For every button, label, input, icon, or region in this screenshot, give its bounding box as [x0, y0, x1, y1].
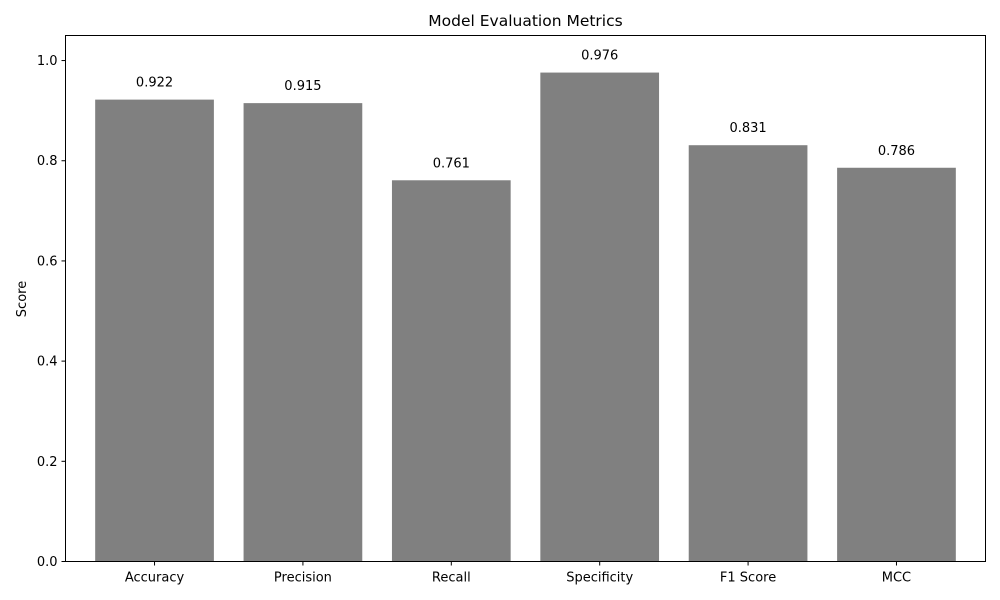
y-tick-label: 1.0: [37, 54, 58, 69]
data-label-recall: 0.761: [433, 156, 470, 171]
bar-precision: [243, 103, 363, 562]
y-tick-label: 0.0: [37, 555, 58, 570]
bar-mcc: [837, 167, 956, 562]
data-label-accuracy: 0.922: [136, 76, 173, 91]
chart-title: Model Evaluation Metrics: [428, 12, 622, 30]
x-tick-label: Recall: [432, 571, 471, 586]
data-labels-group: 0.922 0.915 0.761 0.976 0.831 0.786: [136, 49, 915, 172]
y-tick-label: 0.6: [37, 254, 58, 269]
y-tick-label: 0.4: [37, 355, 58, 370]
bars-group: [95, 72, 956, 562]
data-label-f1-score: 0.831: [729, 121, 766, 136]
x-tick-label: Specificity: [566, 571, 633, 586]
x-tick-label: MCC: [882, 571, 911, 586]
x-tick-label: Accuracy: [125, 571, 185, 586]
data-label-precision: 0.915: [284, 79, 321, 94]
y-ticks-group: 0.0 0.2 0.4 0.6 0.8 1.0: [37, 54, 66, 570]
y-tick-label: 0.8: [37, 154, 58, 169]
x-ticks-group: Accuracy Precision Recall Specificity F1 Sco…: [125, 561, 911, 586]
y-axis-label: Score: [15, 281, 30, 317]
data-label-mcc: 0.786: [878, 144, 915, 159]
bar-f1-score: [688, 145, 808, 562]
y-tick-label: 0.2: [37, 455, 58, 470]
x-tick-label: F1 Score: [720, 571, 776, 586]
bar-accuracy: [95, 99, 214, 562]
x-tick-label: Precision: [274, 571, 332, 586]
bar-recall: [391, 180, 511, 562]
plot-frame: [65, 35, 986, 562]
data-label-specificity: 0.976: [581, 49, 618, 64]
bar-specificity: [540, 72, 660, 562]
